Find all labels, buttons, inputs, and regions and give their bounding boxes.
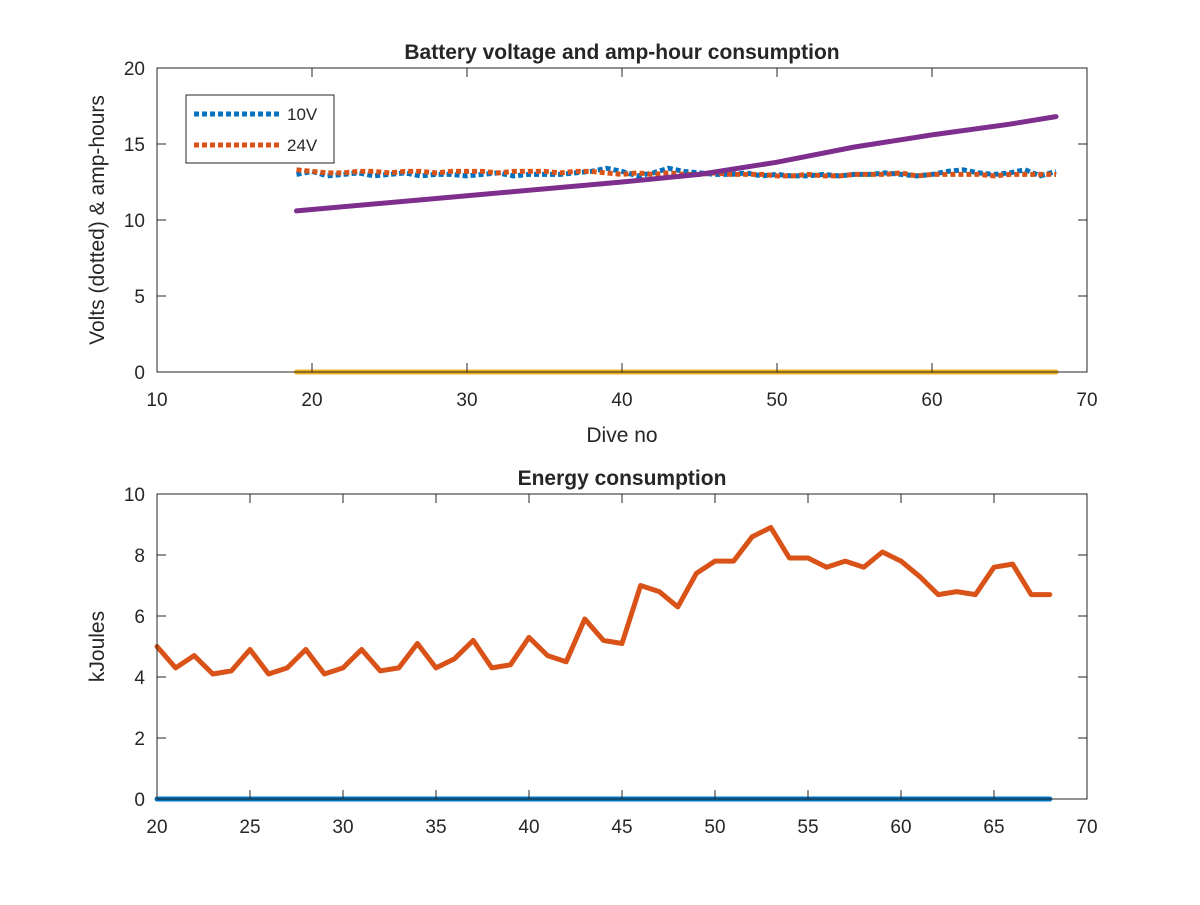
legend-label: 24V [287, 136, 318, 155]
y-tick-label: 2 [134, 729, 145, 750]
x-tick-label: 45 [611, 817, 632, 838]
voltage-chart: 10 20 30 40 50 60 70 0 5 10 15 20 Battery voltage an… [86, 41, 1098, 447]
chart-title: Energy consumption [518, 467, 727, 490]
series-line-2 [294, 114, 1059, 214]
y-tick-label: 10 [124, 485, 145, 506]
x-tick-label: 30 [456, 390, 477, 411]
x-tick-label: 40 [611, 390, 632, 411]
y-tick-label: 10 [124, 211, 145, 232]
legend-box [185, 94, 335, 164]
x-tick-label: 70 [1076, 817, 1097, 838]
series-line-1 [296, 167, 1056, 179]
x-tick-label: 50 [704, 817, 725, 838]
y-tick-label: 15 [124, 135, 145, 156]
x-tick-label: 60 [890, 817, 911, 838]
y-tick-label: 6 [134, 607, 145, 628]
x-tick-label: 20 [146, 817, 167, 838]
x-tick-label: 20 [301, 390, 322, 411]
y-tick-label: 5 [134, 287, 145, 308]
chart-title: Battery voltage and amp-hour consumption [404, 41, 839, 64]
y-tick-label: 0 [134, 363, 145, 384]
plot-area [157, 494, 1087, 799]
y-tick-label: 4 [134, 668, 145, 689]
x-tick-label: 70 [1076, 390, 1097, 411]
y-axis-label: kJoules [86, 611, 109, 682]
y-tick-label: 0 [134, 790, 145, 811]
x-tick-label: 35 [425, 817, 446, 838]
x-tick-label: 50 [766, 390, 787, 411]
x-tick-label: 25 [239, 817, 260, 838]
y-axis-label: Volts (dotted) & amp-hours [86, 95, 109, 345]
x-tick-label: 60 [921, 390, 942, 411]
x-tick-label: 55 [797, 817, 818, 838]
legend-label: 10V [287, 105, 318, 124]
x-tick-label: 65 [983, 817, 1004, 838]
energy-chart: 20 25 30 35 40 45 50 55 60 65 70 0 2 4 6 8 10 Energy cons… [86, 467, 1098, 838]
y-tick-label: 20 [124, 59, 145, 80]
y-tick-label: 8 [134, 546, 145, 567]
legend: 10V 24V [185, 94, 335, 164]
x-tick-label: 10 [146, 390, 167, 411]
x-axis-label: Dive no [586, 424, 657, 447]
x-tick-label: 40 [518, 817, 539, 838]
x-tick-label: 30 [332, 817, 353, 838]
series-line-0 [296, 165, 1057, 179]
series-line-0 [154, 525, 1053, 677]
